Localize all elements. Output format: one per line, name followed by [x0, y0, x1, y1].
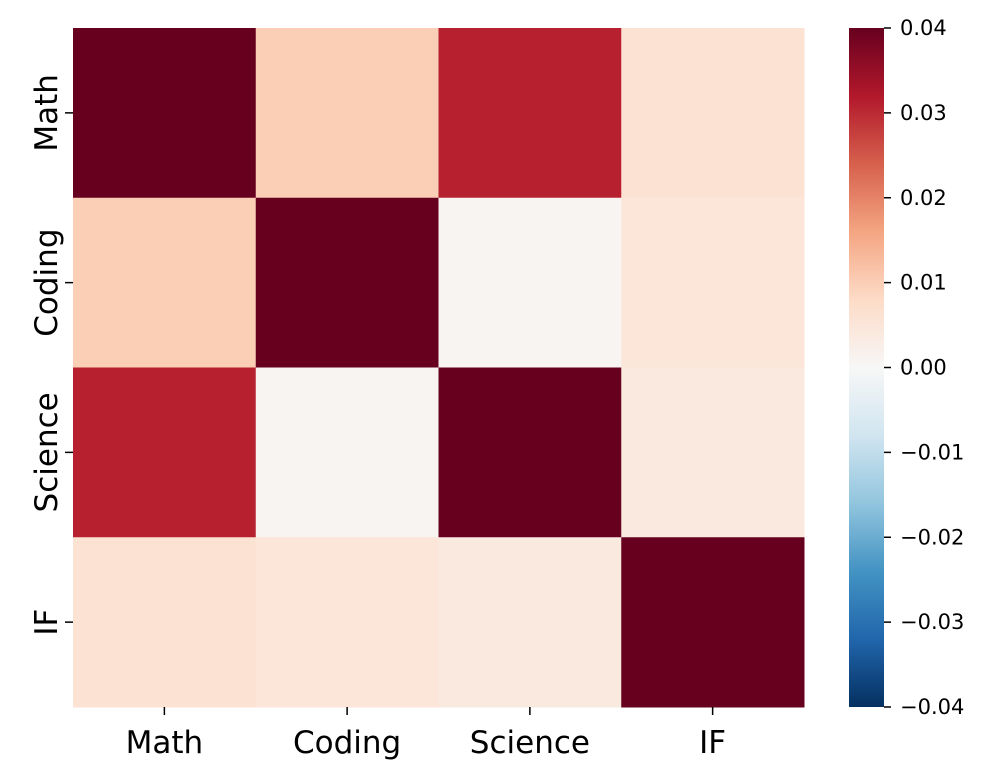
- heatmap-cells: [73, 28, 805, 708]
- heatmap-cell-science-if: [621, 367, 805, 538]
- x-tick-label: Science: [470, 725, 590, 761]
- heatmap-cell-if-science: [438, 537, 622, 708]
- heatmap-cell-coding-coding: [255, 197, 439, 368]
- colorbar-tick-label: 0.02: [900, 186, 947, 210]
- heatmap-cell-if-math: [73, 537, 257, 708]
- heatmap-cell-if-coding: [255, 537, 439, 708]
- heatmap-cell-coding-math: [73, 197, 257, 368]
- colorbar-tick-label: 0.03: [900, 101, 947, 125]
- heatmap-cell-math-coding: [255, 28, 439, 199]
- colorbar-gradient: [849, 28, 884, 707]
- colorbar: 0.04 0.03 0.02 0.01 0.00 −0.01 −0.02 −0.03 −0.04: [849, 16, 964, 719]
- colorbar-tick-label: 0.00: [900, 356, 947, 380]
- colorbar-tick-label: 0.04: [900, 16, 947, 40]
- y-tick-label: IF: [29, 609, 65, 636]
- heatmap-cell-math-math: [73, 28, 257, 199]
- y-tick-label: Science: [29, 392, 65, 512]
- heatmap-cell-science-math: [73, 367, 257, 538]
- y-tick-label: Math: [29, 74, 65, 152]
- x-tick-label: Coding: [293, 725, 401, 761]
- x-axis-ticks: Math Coding Science IF: [126, 707, 726, 761]
- y-axis-ticks: Math Coding Science IF: [29, 74, 73, 636]
- heatmap-cell-math-science: [438, 28, 622, 199]
- colorbar-tick-label: −0.02: [900, 525, 964, 549]
- colorbar-tick-label: −0.04: [900, 695, 964, 719]
- colorbar-ticks: 0.04 0.03 0.02 0.01 0.00 −0.01 −0.02 −0.03 −0.04: [884, 16, 964, 719]
- x-tick-label: Math: [126, 725, 204, 761]
- heatmap-cell-math-if: [621, 28, 805, 199]
- colorbar-tick-label: −0.01: [900, 440, 964, 464]
- heatmap-cell-science-science: [438, 367, 622, 538]
- x-tick-label: IF: [699, 725, 726, 761]
- colorbar-tick-label: −0.03: [900, 610, 964, 634]
- heatmap-cell-coding-science: [438, 197, 622, 368]
- heatmap-cell-if-if: [621, 537, 805, 708]
- heatmap-cell-coding-if: [621, 197, 805, 368]
- heatmap-cell-science-coding: [255, 367, 439, 538]
- y-tick-label: Coding: [29, 229, 65, 337]
- colorbar-tick-label: 0.01: [900, 271, 947, 295]
